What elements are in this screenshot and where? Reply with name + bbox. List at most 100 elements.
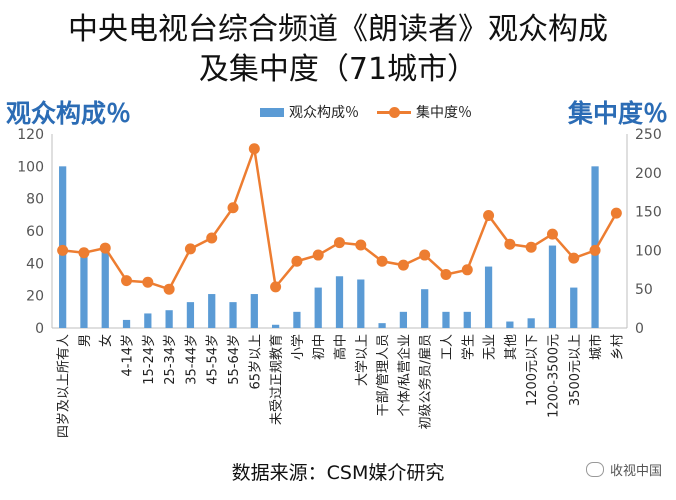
line-point [206, 232, 218, 244]
x-tick-label: 无业 [483, 334, 498, 360]
line-point [355, 239, 367, 251]
line-point [568, 252, 580, 264]
watermark-text: 收视中国 [609, 464, 662, 479]
bar [357, 279, 365, 328]
line-point [121, 275, 133, 287]
line-point [291, 255, 303, 267]
bar [186, 302, 195, 328]
bar [80, 252, 88, 328]
legend: 观众构成％ 集中度％ [260, 102, 490, 122]
x-tick-label: 初中 [312, 334, 327, 360]
line-point [376, 255, 388, 267]
right-tick-label: 0 [635, 321, 644, 337]
x-tick-label: 个体/私营企业 [396, 334, 412, 416]
bar [229, 302, 237, 328]
x-tick-label: 55-64岁 [227, 334, 242, 385]
x-tick-label: 干部/管理人员 [376, 334, 391, 416]
line-point [184, 243, 196, 255]
bar [208, 294, 216, 328]
x-tick-label: 初级公务员/雇员 [418, 334, 434, 429]
line-point [334, 237, 345, 249]
line-point [589, 244, 601, 256]
bar [122, 319, 131, 328]
legend-label-line: 集中度％ [416, 105, 472, 121]
line-point [248, 143, 260, 155]
bar [484, 266, 493, 328]
x-tick-label: 学生 [460, 334, 476, 360]
line-point [397, 259, 409, 271]
right-tick-label: 150 [635, 205, 662, 221]
left-tick-label: 40 [26, 256, 44, 272]
bar [548, 245, 557, 328]
left-axis-title: 观众构成％ [6, 99, 132, 128]
x-tick-label: 1200-3500元 [546, 334, 561, 418]
data-source: 数据来源：CSM媒介研究 [231, 462, 445, 484]
chart-title-line1: 中央电视台综合频道《朗读者》观众构成 [68, 12, 608, 47]
bar [421, 289, 429, 328]
chart-title-line2: 及集中度（71城市） [198, 52, 478, 87]
x-tick-label: 其他 [504, 334, 519, 360]
line-point [525, 241, 537, 253]
line-point [440, 268, 452, 280]
x-tick-label: 15-24岁 [142, 334, 157, 385]
bar [314, 287, 322, 328]
line-point [227, 202, 239, 214]
line-point [483, 209, 495, 221]
x-tick-label: 高中 [333, 334, 349, 360]
x-tick-label: 1200元以下 [525, 334, 540, 406]
watermark: 收视中国 [585, 460, 662, 479]
x-tick-label: 乡村 [610, 334, 625, 360]
legend-label-bar: 观众构成％ [289, 105, 359, 121]
bar [378, 323, 386, 328]
bar [101, 243, 109, 328]
x-tick-label: 男 [78, 334, 93, 347]
x-tick-label: 45-54岁 [206, 334, 221, 385]
x-tick-label: 大学以上 [354, 334, 370, 386]
bar [570, 287, 578, 328]
line-point [142, 276, 154, 288]
bar [335, 276, 344, 328]
left-tick-label: 100 [17, 159, 44, 175]
legend-item-line: 集中度％ [377, 102, 472, 122]
right-tick-label: 250 [635, 127, 662, 143]
bar [165, 310, 173, 328]
line-point [461, 264, 473, 276]
x-tick-label: 工人 [440, 334, 455, 360]
line-point [57, 244, 69, 256]
bar [293, 311, 301, 328]
bar [442, 311, 450, 328]
left-tick-label: 120 [17, 127, 44, 143]
line-point [78, 247, 90, 259]
bar [250, 294, 258, 328]
x-tick-label: 65岁以上 [248, 334, 263, 390]
x-tick-label: 女 [98, 334, 114, 347]
line-point [610, 207, 622, 219]
right-tick-label: 100 [635, 243, 662, 259]
left-tick-label: 0 [35, 321, 44, 337]
line-point [419, 249, 431, 261]
left-tick-label: 80 [26, 192, 44, 208]
left-tick-label: 60 [26, 224, 44, 240]
right-tick-label: 50 [635, 282, 653, 298]
wechat-icon [585, 462, 604, 477]
bar [527, 318, 535, 328]
right-tick-label: 200 [635, 166, 662, 182]
x-tick-label: 4-14岁 [121, 334, 136, 377]
x-tick-label: 未受过正规教育 [269, 334, 285, 425]
line-point [163, 283, 175, 295]
line-point [270, 281, 282, 293]
legend-line-swatch [377, 106, 411, 118]
x-tick-label: 小学 [290, 334, 306, 360]
legend-item-bar: 观众构成％ [260, 102, 359, 122]
concentration-line [62, 148, 618, 291]
line-point [99, 242, 111, 254]
x-tick-label: 35-44岁 [184, 334, 199, 385]
bar [463, 311, 471, 328]
legend-bar-swatch [260, 107, 284, 117]
line-point [504, 238, 516, 250]
bar [271, 324, 280, 328]
x-tick-label: 城市 [588, 334, 604, 360]
x-tick-label: 四岁及以上所有人 [57, 334, 72, 438]
left-tick-label: 20 [26, 289, 44, 305]
